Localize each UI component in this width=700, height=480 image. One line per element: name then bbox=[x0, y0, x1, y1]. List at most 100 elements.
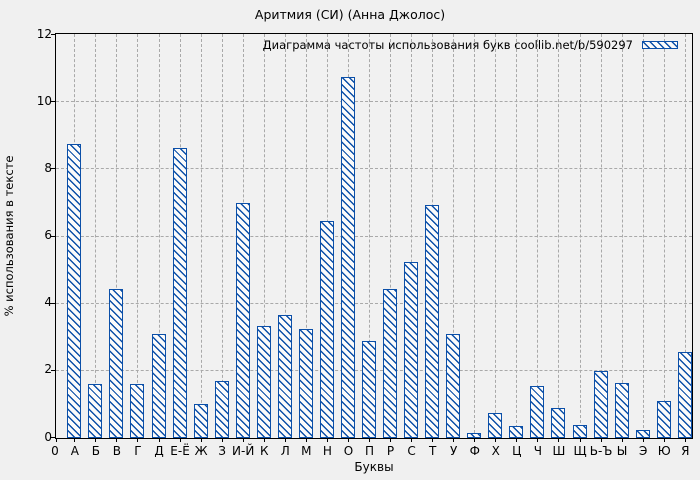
chart-bar-Ч bbox=[530, 385, 545, 438]
v-gridline-С bbox=[411, 34, 413, 438]
y-tick-label-10: 10 bbox=[36, 93, 52, 108]
y-tick-label-2: 2 bbox=[44, 362, 52, 377]
x-tick-label-Я: Я bbox=[681, 444, 690, 458]
x-tick-label-И-Й: И-Й bbox=[232, 444, 255, 458]
v-gridline-Ю bbox=[663, 34, 665, 438]
v-gridline-К bbox=[263, 34, 265, 438]
x-tick-И-Й bbox=[242, 438, 244, 442]
chart-bar-Ф bbox=[467, 432, 482, 438]
chart-bar-И-Й bbox=[235, 202, 250, 438]
x-tick-label-Ш: Ш bbox=[552, 444, 566, 458]
x-tick-О bbox=[347, 438, 349, 442]
v-gridline-Ц bbox=[516, 34, 518, 438]
x-tick-Н bbox=[326, 438, 328, 442]
legend-label: Диаграмма частоты использования букв coo… bbox=[262, 38, 633, 52]
x-tick-Ц bbox=[516, 438, 518, 442]
x-tick-label-origin: 0 bbox=[51, 444, 59, 458]
h-gridline-10 bbox=[56, 101, 692, 103]
x-tick-label-Р: Р bbox=[386, 444, 395, 458]
y-tick-label-4: 4 bbox=[44, 295, 52, 310]
x-tick-label-Х: Х bbox=[491, 444, 500, 458]
chart-bar-Ц bbox=[509, 426, 524, 438]
x-tick-П bbox=[369, 438, 370, 442]
chart-bar-С bbox=[404, 261, 419, 438]
x-tick-А bbox=[74, 438, 76, 442]
x-tick-label-В: В bbox=[112, 444, 121, 458]
v-gridline-Щ bbox=[579, 34, 581, 438]
x-tick-label-Ю: Ю bbox=[657, 444, 671, 458]
x-tick-label-С: С bbox=[407, 444, 416, 458]
v-gridline-Д bbox=[158, 34, 160, 438]
chart-bar-Т bbox=[425, 204, 440, 438]
x-tick-Щ bbox=[579, 438, 581, 442]
y-tick-4 bbox=[51, 302, 56, 304]
v-gridline-Ь-Ъ bbox=[600, 34, 602, 438]
x-tick-Э bbox=[642, 438, 644, 442]
h-gridline-6 bbox=[56, 235, 692, 237]
x-tick-label-К: К bbox=[259, 444, 269, 458]
chart-bar-Е-Ё bbox=[172, 147, 187, 438]
x-tick-label-А: А bbox=[70, 444, 79, 458]
x-tick-Т bbox=[432, 438, 434, 442]
x-tick-label-Б: Б bbox=[91, 444, 100, 458]
x-tick-label-М: М bbox=[301, 444, 312, 458]
chart-bar-Ш bbox=[551, 407, 566, 438]
v-gridline-Ш bbox=[558, 34, 560, 438]
x-tick-М bbox=[305, 438, 307, 442]
x-tick-Ч bbox=[537, 438, 539, 442]
x-tick-С bbox=[411, 438, 413, 442]
x-tick-label-Ж: Ж bbox=[194, 444, 208, 458]
x-tick-origin bbox=[56, 438, 57, 442]
x-tick-label-Г: Г bbox=[134, 444, 142, 458]
x-tick-label-Ь-Ъ: Ь-Ъ bbox=[589, 444, 613, 458]
y-tick-label-6: 6 bbox=[44, 228, 52, 242]
chart-bar-Ы bbox=[614, 382, 629, 438]
x-tick-Л bbox=[284, 438, 286, 442]
x-tick-У bbox=[453, 438, 455, 442]
x-tick-З bbox=[221, 438, 223, 442]
x-tick-Ь-Ъ bbox=[600, 438, 602, 442]
v-gridline-Ч bbox=[537, 34, 539, 438]
y-tick-label-8: 8 bbox=[44, 160, 52, 175]
chart-bar-Б bbox=[88, 384, 103, 438]
x-tick-label-Д: Д bbox=[154, 444, 164, 458]
y-tick-10 bbox=[51, 101, 56, 103]
v-gridline-Ж bbox=[200, 34, 202, 438]
y-tick-2 bbox=[51, 369, 56, 371]
x-tick-label-З: З bbox=[218, 444, 226, 458]
chart-bar-Ж bbox=[193, 404, 208, 438]
y-tick-label-0: 0 bbox=[44, 429, 52, 444]
v-gridline-Э bbox=[642, 34, 644, 438]
h-gridline-8 bbox=[56, 168, 692, 170]
x-tick-label-Т: Т bbox=[428, 444, 437, 458]
v-gridline-М bbox=[305, 34, 307, 438]
y-tick-label-12: 12 bbox=[36, 26, 52, 41]
chart-bar-А bbox=[67, 144, 82, 438]
v-gridline-Л bbox=[284, 34, 286, 438]
x-tick-Ж bbox=[200, 438, 202, 442]
x-tick-Ю bbox=[663, 438, 665, 442]
v-gridline-Б bbox=[95, 34, 97, 438]
legend: Диаграмма частоты использования букв coo… bbox=[263, 38, 678, 52]
x-tick-label-Ф: Ф bbox=[469, 444, 480, 458]
x-tick-label-Ы: Ы bbox=[616, 444, 628, 458]
v-gridline-У bbox=[453, 34, 455, 438]
chart-bar-Щ bbox=[572, 424, 587, 438]
x-tick-label-О: О bbox=[343, 444, 354, 458]
x-tick-В bbox=[116, 438, 118, 442]
chart-bar-Д bbox=[151, 333, 166, 438]
chart-bar-Л bbox=[277, 315, 292, 438]
x-axis-label: Буквы bbox=[354, 460, 394, 474]
x-tick-Р bbox=[390, 438, 392, 442]
chart-bar-Н bbox=[319, 221, 334, 438]
x-tick-Е-Ё bbox=[179, 438, 181, 442]
v-gridline-П bbox=[369, 34, 370, 438]
v-gridline-Р bbox=[390, 34, 392, 438]
x-tick-label-У: У bbox=[450, 444, 458, 458]
chart-bar-У bbox=[446, 333, 461, 438]
y-tick-6 bbox=[51, 235, 56, 237]
x-tick-К bbox=[263, 438, 265, 442]
chart-bar-П bbox=[362, 340, 376, 438]
x-tick-label-Е-Ё: Е-Ё bbox=[170, 444, 190, 458]
chart-bar-Р bbox=[383, 288, 398, 438]
